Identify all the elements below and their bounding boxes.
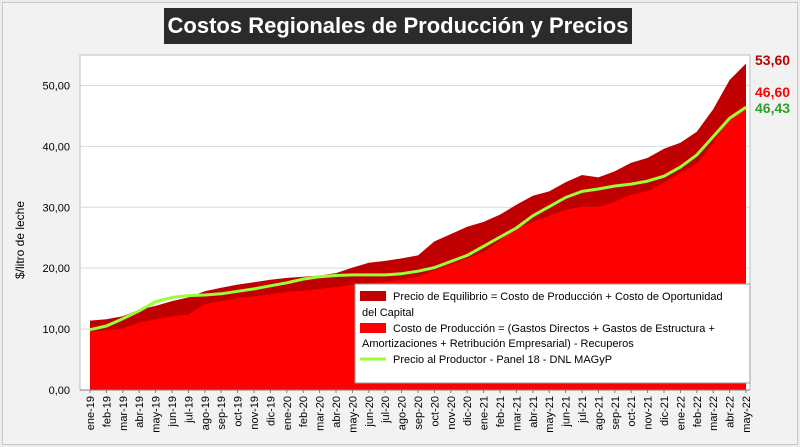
x-tick-label: ago-20	[397, 396, 409, 430]
x-axis: ene-19 feb-19 mar-19 abr-19 may-19 jun-19 jul-…	[80, 389, 753, 433]
y-axis: 0,00 10,00 20,00 30,00 40,00 50,00	[42, 80, 70, 397]
x-tick-label: feb-22	[692, 396, 704, 427]
y-tick-label: 50,00	[42, 80, 70, 92]
x-tick-label: may-22	[741, 396, 753, 433]
x-tick-label: nov-21	[643, 396, 655, 430]
legend-label-costo-1: Costo de Producción = (Gastos Directos +…	[393, 323, 715, 335]
legend-swatch-equilibrio	[360, 291, 386, 301]
x-tick-label: ago-21	[593, 396, 605, 430]
x-tick-label: mar-20	[315, 396, 327, 431]
x-tick-label: abr-22	[725, 396, 737, 428]
x-tick-label: ago-19	[200, 396, 212, 430]
x-tick-label: nov-20	[446, 396, 458, 430]
legend-label-equilibrio-1: Precio de Equilibrio = Costo de Producci…	[393, 291, 723, 303]
legend-label-precio: Precio al Productor - Panel 18 - DNL MAG…	[393, 354, 612, 366]
x-tick-label: may-21	[544, 396, 556, 433]
x-tick-label: ene-20	[282, 396, 294, 430]
end-label: 46,43	[755, 100, 790, 116]
chart-title: Costos Regionales de Producción y Precio…	[164, 8, 632, 44]
x-tick-label: sep-21	[610, 396, 622, 430]
legend-swatch-costo	[360, 323, 386, 333]
x-tick-label: feb-20	[298, 396, 310, 427]
y-tick-label: 30,00	[42, 202, 70, 214]
legend-label-costo-2: Amortizaciones + Retribución Empresarial…	[362, 338, 634, 350]
x-tick-label: ene-22	[675, 396, 687, 430]
end-label: 53,60	[755, 52, 790, 68]
x-tick-label: ene-19	[85, 396, 97, 430]
x-tick-label: dic-21	[659, 396, 671, 426]
x-tick-label: feb-19	[101, 396, 113, 427]
x-tick-label: oct-21	[626, 396, 638, 427]
x-tick-label: may-19	[151, 396, 163, 433]
x-tick-label: jun-21	[561, 396, 573, 428]
x-tick-label: mar-22	[708, 396, 720, 431]
x-tick-label: mar-21	[511, 396, 523, 431]
x-tick-label: dic-19	[265, 396, 277, 426]
line-precio-productor	[89, 105, 747, 332]
y-tick-label: 20,00	[42, 263, 70, 275]
x-tick-label: abr-19	[134, 396, 146, 428]
y-tick-label: 10,00	[42, 324, 70, 336]
x-tick-label: feb-21	[495, 396, 507, 427]
legend: Precio de Equilibrio = Costo de Producci…	[354, 283, 751, 384]
end-label: 46,60	[755, 84, 790, 100]
x-tick-label: mar-19	[118, 396, 130, 431]
legend-box	[354, 283, 751, 384]
x-tick-label: nov-19	[249, 396, 261, 430]
x-tick-label: jul-20	[380, 396, 392, 424]
x-tick-label: jun-20	[364, 396, 376, 428]
x-tick-label: sep-19	[216, 396, 228, 430]
x-tick-label: sep-20	[413, 396, 425, 430]
y-tick-label: 40,00	[42, 141, 70, 153]
legend-label-equilibrio-2: del Capital	[362, 307, 414, 319]
y-tick-label: 0,00	[49, 385, 70, 397]
x-tick-label: jun-19	[167, 396, 179, 428]
series-line	[89, 105, 747, 332]
x-tick-label: oct-19	[233, 396, 245, 427]
x-tick-label: may-20	[347, 396, 359, 433]
x-tick-label: abr-21	[528, 396, 540, 428]
x-tick-label: abr-20	[331, 396, 343, 428]
x-tick-label: jul-19	[183, 396, 195, 424]
x-tick-label: dic-20	[462, 396, 474, 426]
x-tick-label: ene-21	[479, 396, 491, 430]
y-axis-label: $/litro de leche	[13, 201, 27, 279]
x-tick-label: oct-20	[429, 396, 441, 427]
x-tick-label: jul-21	[577, 396, 589, 424]
